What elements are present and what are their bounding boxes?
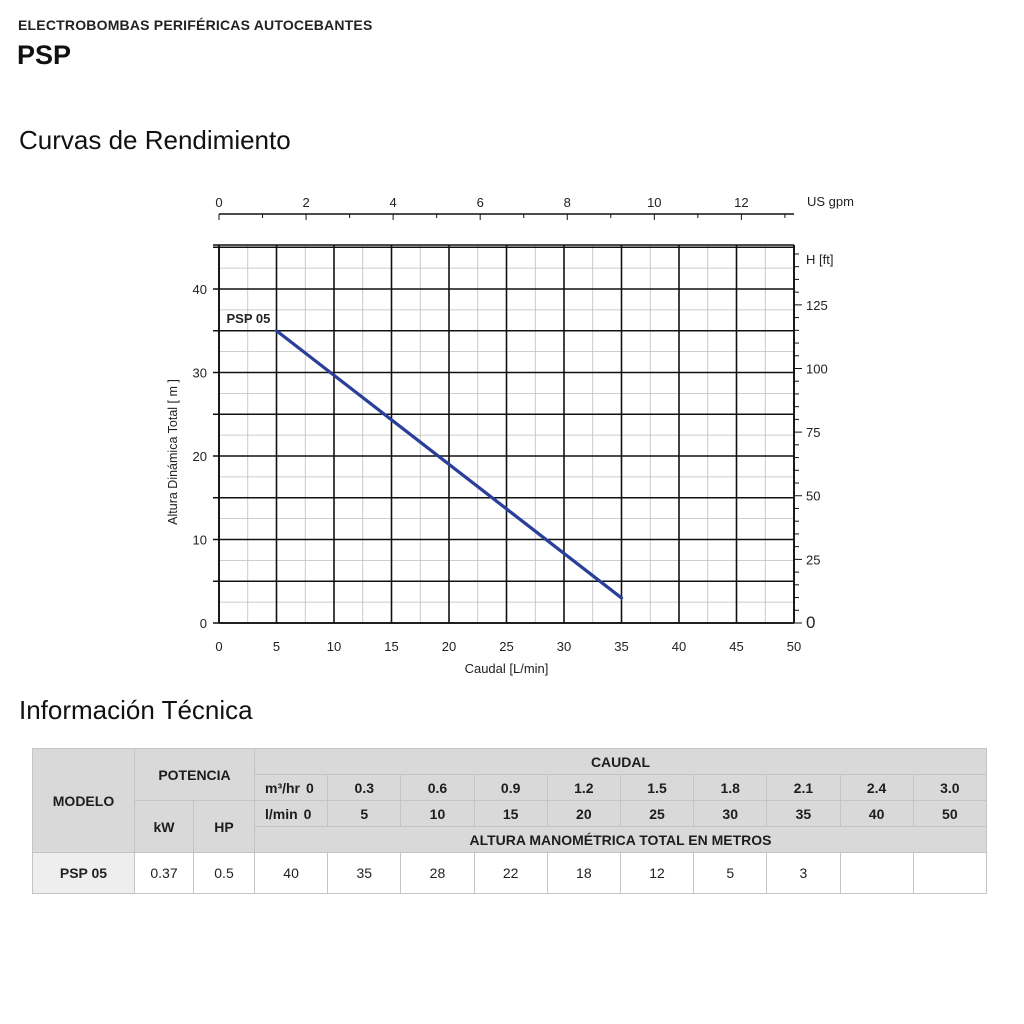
power-column-header: POTENCIA	[134, 748, 255, 801]
flow-m3hr-cell-0-value: 0	[306, 779, 314, 796]
flow-lmin-cell: 35	[766, 800, 841, 827]
head-cell: 28	[400, 852, 475, 894]
head-cell: 40	[253, 852, 329, 894]
flow-m3hr-cell: 1.2	[546, 774, 621, 801]
flow-lmin-cell: 10	[400, 800, 475, 827]
head-cell	[839, 852, 914, 894]
head-cell: 5	[693, 852, 768, 894]
head-cell: 35	[327, 852, 402, 894]
table-header-row-1: MODELO POTENCIA CAUDAL	[32, 748, 987, 853]
top-tick-label: 4	[390, 195, 397, 210]
top-tick-label: 8	[564, 195, 571, 210]
performance-chart: 0 5 10 15 20 25 30 35 40 45 5001020304002550751001…	[166, 194, 854, 676]
top-tick-label: 12	[734, 195, 748, 210]
head-cell: 18	[546, 852, 621, 894]
performance-section-title: Curvas de Rendimiento	[19, 125, 291, 155]
flow-lmin-cell-0-value: 0	[303, 805, 312, 822]
kw-cell: 0.37	[134, 852, 194, 894]
flow-m3hr-cell: 0.3	[327, 774, 402, 801]
flow-m3hr-cell: 0.9	[473, 774, 548, 801]
top-tick-label: 6	[477, 195, 484, 210]
x-tick-label: 10	[327, 639, 341, 654]
flow-m3hr-row: m³/hr 0 0.3 0.6 0.9 1.2 1.5 1.8 2.1 2.4 3.0	[33, 774, 987, 801]
flow-column-header: CAUDAL	[254, 748, 987, 775]
product-model-title: PSP	[17, 40, 72, 70]
flow-m3hr-cell: 1.5	[619, 774, 695, 801]
x-tick-label: 0	[215, 639, 222, 654]
right-tick-label: 75	[806, 425, 820, 440]
right-tick-label: 100	[806, 361, 828, 376]
flow-lmin-cell-0-unit: l/min	[265, 805, 298, 822]
model-column-header: MODELO	[32, 748, 135, 853]
right-tick-label: 0	[806, 613, 815, 632]
flow-lmin-cell: 40	[839, 800, 914, 827]
flow-m3hr-cell: 3.0	[912, 774, 987, 801]
technical-info-title: Información Técnica	[19, 695, 253, 725]
x-tick-label: 50	[787, 639, 801, 654]
flow-m3hr-cell: 0.6	[400, 774, 475, 801]
head-cell	[912, 852, 987, 894]
product-category: ELECTROBOMBAS PERIFÉRICAS AUTOCEBANTES	[18, 17, 373, 33]
flow-lmin-cell: 50	[912, 800, 987, 827]
y-tick-label: 40	[193, 282, 207, 297]
table-row: PSP 05 0.37 0.5 40 35 28 22 18 12 5 3	[32, 852, 987, 894]
right-tick-label: 125	[806, 298, 828, 313]
top-axis-label: US gpm	[807, 194, 854, 209]
x-axis-title: Caudal [L/min]	[465, 661, 549, 676]
top-tick-label: 2	[302, 195, 309, 210]
y-tick-label: 30	[193, 366, 207, 381]
y-tick-label: 20	[193, 449, 207, 464]
x-tick-label: 15	[384, 639, 398, 654]
flow-lmin-cell: 15	[473, 800, 548, 827]
model-cell: PSP 05	[32, 852, 135, 894]
head-cell: 12	[619, 852, 695, 894]
x-tick-label: 20	[442, 639, 456, 654]
head-cell: 22	[473, 852, 548, 894]
top-tick-label: 10	[647, 195, 661, 210]
technical-spec-table: MODELO POTENCIA CAUDAL m³/hr 0 0.3 0.6 0.9 1.…	[32, 748, 987, 894]
flow-lmin-cell: 5	[327, 800, 402, 827]
right-tick-label: 50	[806, 489, 820, 504]
flow-m3hr-cell-0: m³/hr 0	[253, 774, 329, 801]
right-axis-label: H [ft]	[806, 252, 833, 267]
y-tick-label: 0	[200, 616, 207, 631]
flow-lmin-cell: 25	[619, 800, 695, 827]
hp-cell: 0.5	[193, 852, 255, 894]
flow-m3hr-cell: 2.1	[766, 774, 841, 801]
series-label: PSP 05	[227, 311, 271, 326]
y-tick-label: 10	[193, 533, 207, 548]
x-tick-label: 5	[273, 639, 280, 654]
flow-lmin-cell: 20	[546, 800, 621, 827]
flow-m3hr-cell: 2.4	[839, 774, 914, 801]
y-axis-title: Altura Dinámica Total [ m ]	[166, 379, 180, 525]
hp-column-header: HP	[193, 800, 255, 853]
flow-m3hr-cell: 1.8	[693, 774, 768, 801]
x-tick-label: 35	[614, 639, 628, 654]
series-line-psp-05	[274, 329, 624, 600]
x-tick-label: 30	[557, 639, 571, 654]
flow-m3hr-cell-0-unit: m³/hr	[265, 779, 300, 796]
table-header-row-4: ALTURA MANOMÉTRICA TOTAL EN METROS	[33, 826, 987, 853]
head-cell: 3	[766, 852, 841, 894]
head-values-header: ALTURA MANOMÉTRICA TOTAL EN METROS	[254, 826, 987, 853]
flow-lmin-cell-0: l/min 0	[253, 800, 329, 827]
kw-column-header: kW	[134, 800, 194, 853]
flow-lmin-cell: 30	[693, 800, 768, 827]
right-tick-label: 25	[806, 552, 820, 567]
top-tick-label: 0	[215, 195, 222, 210]
x-tick-label: 40	[672, 639, 686, 654]
x-tick-label: 25	[499, 639, 513, 654]
flow-lmin-row: kW HP l/min 0 5 10 15 20 25 30 35 40 50	[33, 800, 987, 853]
x-tick-label: 45	[729, 639, 743, 654]
